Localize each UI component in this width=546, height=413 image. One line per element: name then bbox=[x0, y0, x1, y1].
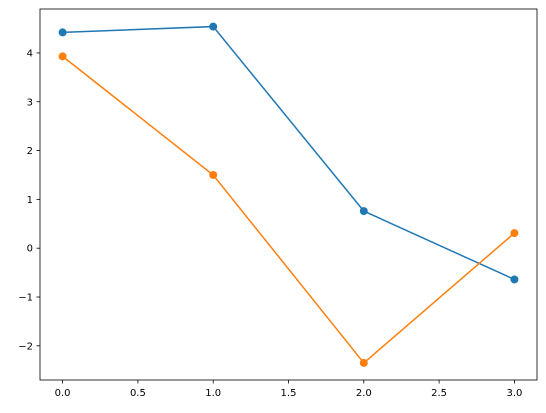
series-line bbox=[62, 25, 515, 281]
y-tick-label: −2 bbox=[18, 341, 33, 352]
series-line bbox=[62, 55, 515, 364]
y-tick-label: 0 bbox=[27, 244, 33, 255]
point bbox=[510, 275, 519, 284]
y-tick-label: 4 bbox=[27, 48, 33, 59]
point bbox=[359, 358, 368, 367]
point bbox=[510, 229, 519, 238]
x-tick-label: 0.0 bbox=[55, 388, 71, 399]
point bbox=[58, 28, 67, 37]
x-tick-label: 2.5 bbox=[431, 388, 447, 399]
y-tick-label: 1 bbox=[27, 195, 33, 206]
x-tick-label: 0.5 bbox=[130, 388, 146, 399]
point bbox=[359, 207, 368, 216]
point bbox=[209, 22, 218, 31]
x-tick-label: 1.0 bbox=[205, 388, 221, 399]
x-tick-label: 2.0 bbox=[356, 388, 372, 399]
y-tick-label: 3 bbox=[27, 97, 33, 108]
x-tick-label: 3.0 bbox=[506, 388, 522, 399]
point bbox=[209, 170, 218, 179]
plot-frame bbox=[39, 8, 538, 381]
x-tick-label: 1.5 bbox=[281, 388, 297, 399]
point bbox=[58, 52, 67, 61]
y-tick-label: −1 bbox=[18, 293, 33, 304]
y-tick-label: 2 bbox=[27, 146, 33, 157]
